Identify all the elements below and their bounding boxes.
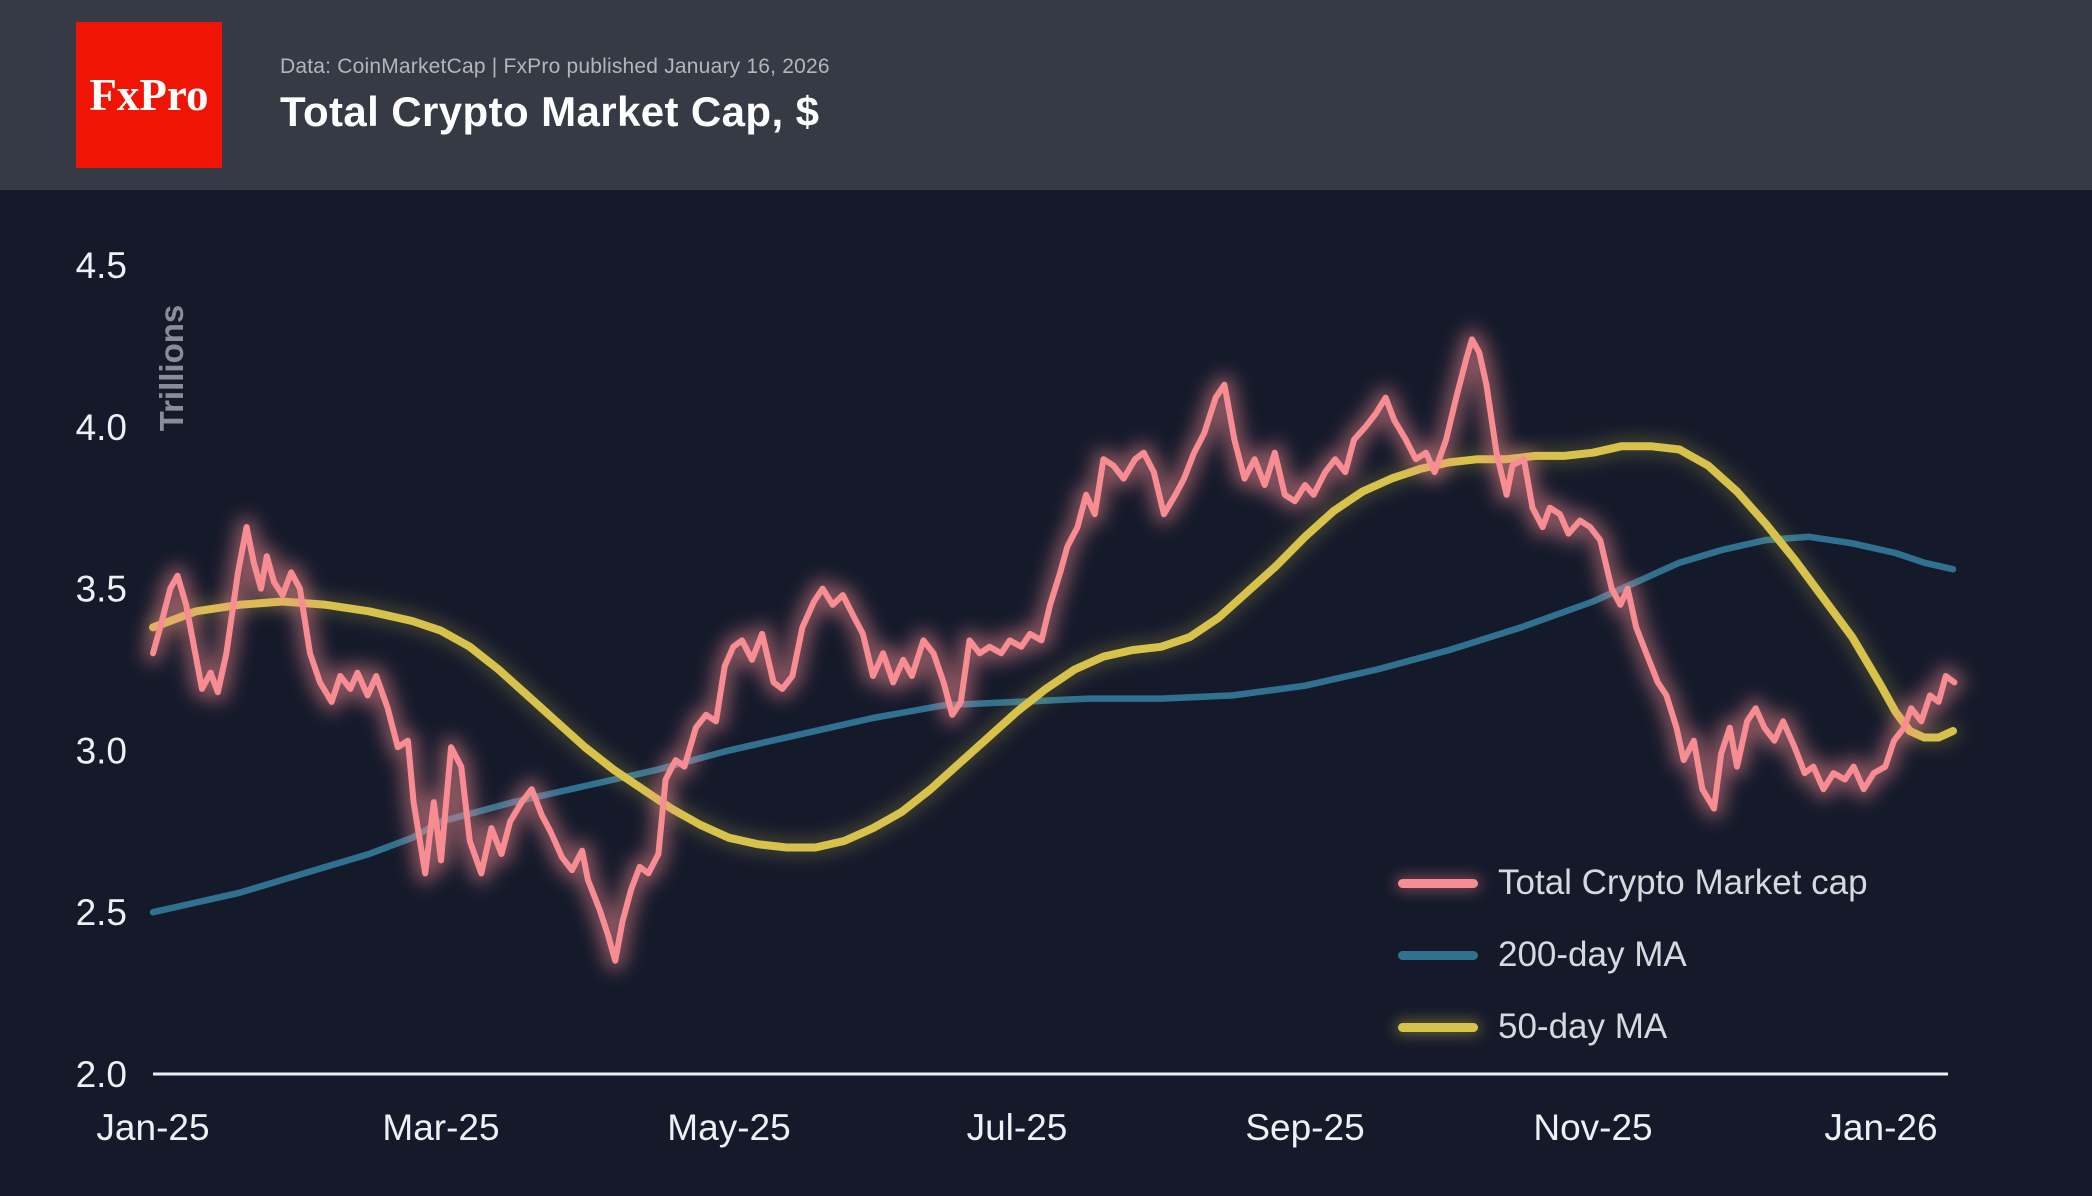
svg-text:Jan-25: Jan-25 (96, 1107, 209, 1148)
svg-text:Sep-25: Sep-25 (1245, 1107, 1364, 1148)
50day-ma-line-swatch (1398, 1022, 1478, 1032)
svg-text:2.0: 2.0 (76, 1054, 127, 1095)
market-cap-line-swatch (1398, 878, 1478, 888)
legend-item-50day-ma: 50-day MA (1398, 1002, 1868, 1052)
svg-text:May-25: May-25 (667, 1107, 790, 1148)
svg-text:Nov-25: Nov-25 (1533, 1107, 1652, 1148)
fxpro-logo: FxPro (76, 22, 222, 168)
svg-text:4.5: 4.5 (76, 245, 127, 286)
legend-item-200day-ma: 200-day MA (1398, 930, 1868, 980)
legend: Total Crypto Market cap 200-day MA 50-da… (1398, 858, 1868, 1052)
legend-label-50day-ma: 50-day MA (1498, 1007, 1668, 1046)
svg-text:3.5: 3.5 (76, 569, 127, 610)
svg-text:4.0: 4.0 (76, 407, 127, 448)
svg-text:Mar-25: Mar-25 (382, 1107, 499, 1148)
svg-text:Jan-26: Jan-26 (1824, 1107, 1937, 1148)
legend-label-200day-ma: 200-day MA (1498, 935, 1687, 974)
page-title: Total Crypto Market Cap, $ (280, 87, 820, 135)
chart-area: 4.5 4.0 3.5 3.0 2.5 2.0 Jan-25 Mar-25 May-25 Jul-… (0, 190, 2092, 1196)
fxpro-logo-text: FxPro (89, 70, 209, 120)
svg-text:3.0: 3.0 (76, 730, 127, 771)
line-chart: 4.5 4.0 3.5 3.0 2.5 2.0 Jan-25 Mar-25 May-25 Jul-… (76, 245, 1965, 1148)
legend-item-market-cap: Total Crypto Market cap (1398, 858, 1868, 908)
header: FxPro Data: CoinMarketCap | FxPro publis… (0, 0, 2092, 190)
legend-label-market-cap: Total Crypto Market cap (1498, 863, 1868, 902)
source-line: Data: CoinMarketCap | FxPro published Ja… (280, 54, 830, 78)
svg-text:2.5: 2.5 (76, 892, 127, 933)
200day-ma-line-swatch (1398, 950, 1478, 960)
svg-text:Trillions: Trillions (153, 305, 190, 432)
svg-text:Jul-25: Jul-25 (967, 1107, 1068, 1148)
header-text: Data: CoinMarketCap | FxPro published Ja… (280, 55, 830, 136)
